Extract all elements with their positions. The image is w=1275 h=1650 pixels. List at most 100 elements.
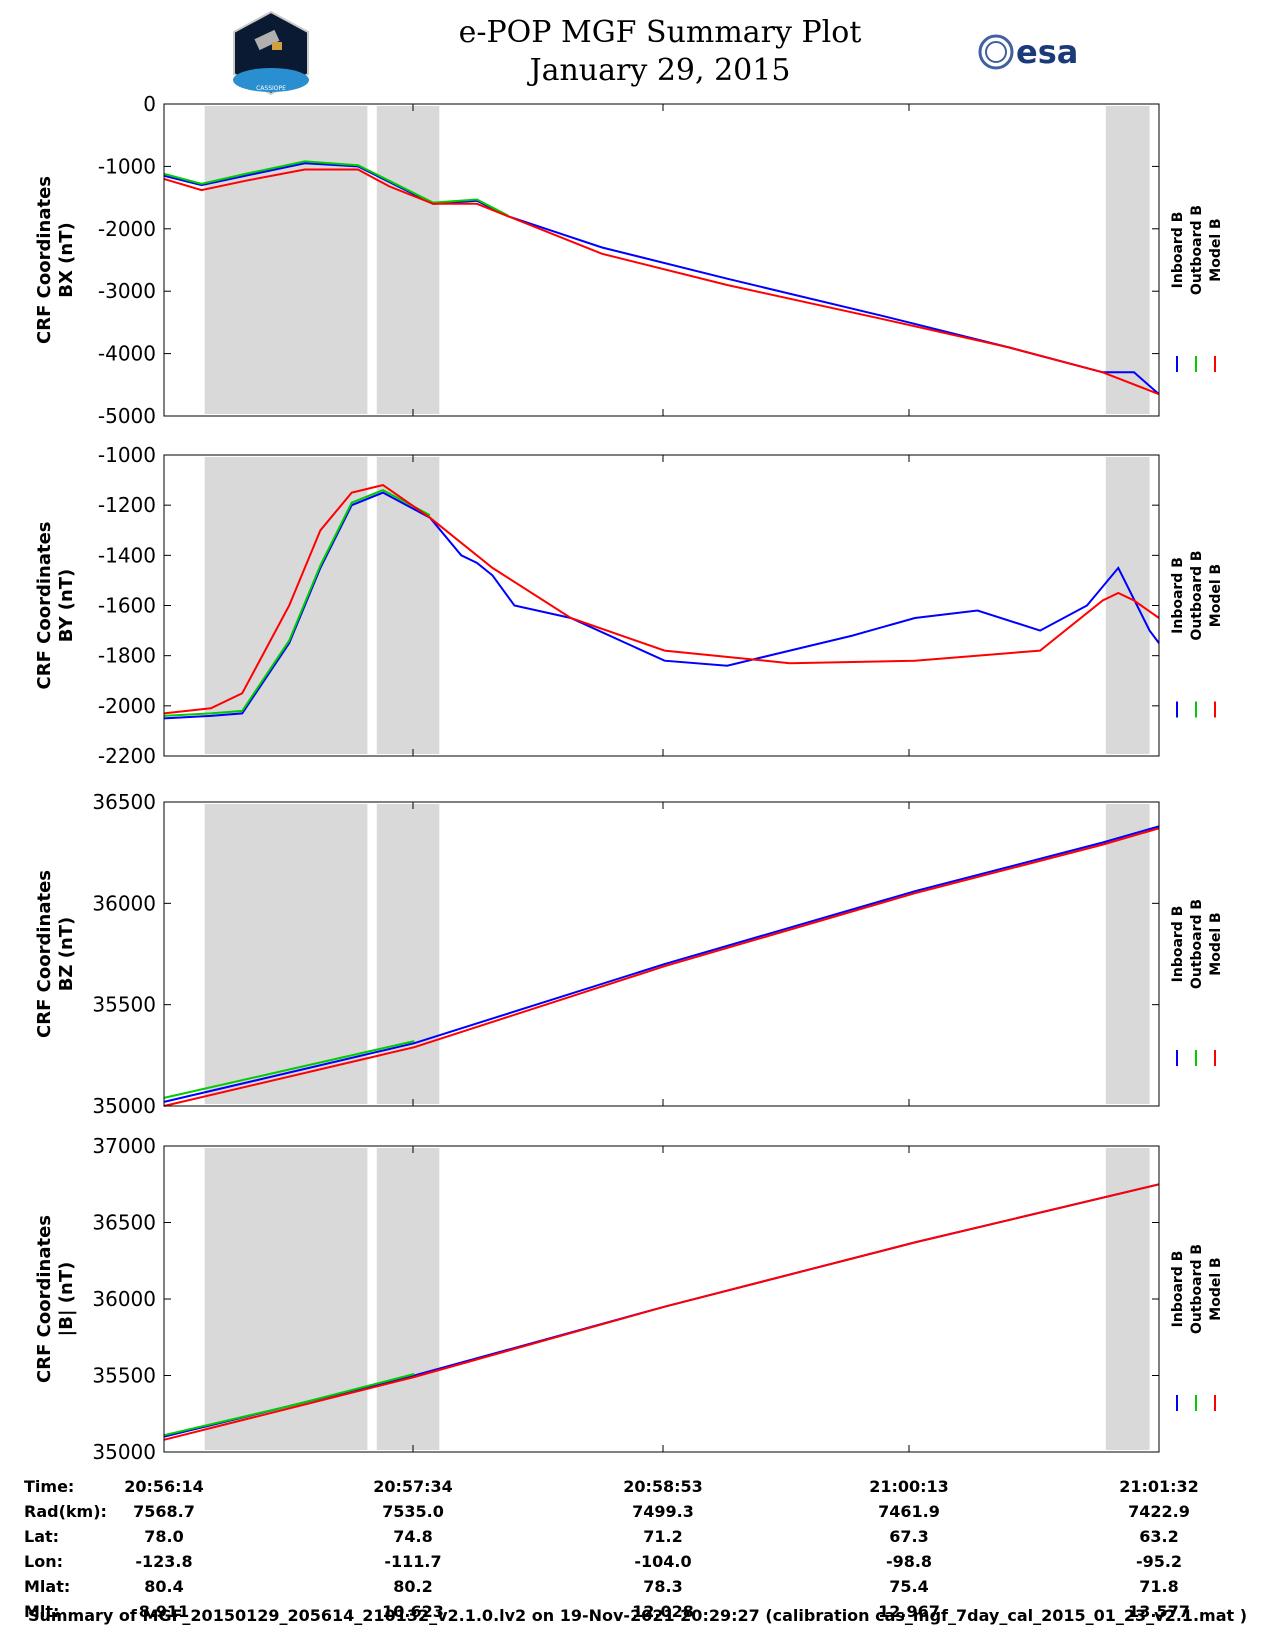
ephemeris-value: 71.2 — [643, 1527, 682, 1546]
ephemeris-value: 71.8 — [1139, 1577, 1178, 1596]
ephemeris-value: 74.8 — [393, 1527, 432, 1546]
shaded-region — [1105, 1148, 1150, 1450]
y-axis-label-line2: BX (nT) — [56, 222, 77, 297]
shaded-region — [376, 106, 440, 414]
y-tick-label: -1200 — [98, 493, 156, 517]
chart-header: e-POP MGF Summary Plot January 29, 2015 — [380, 14, 940, 90]
ephemeris-value: 67.3 — [889, 1527, 928, 1546]
ephemeris-label: Time: — [24, 1477, 74, 1496]
legend-label: Model B — [1208, 218, 1224, 281]
shaded-region — [204, 804, 368, 1104]
ephemeris-value: 12.967 — [878, 1602, 940, 1621]
ephemeris-value: 20:57:34 — [373, 1477, 453, 1496]
y-tick-label: -2000 — [98, 694, 156, 718]
legend-label: Outboard B — [1189, 550, 1205, 640]
ephemeris-value: -98.8 — [886, 1552, 932, 1571]
shaded-region — [1105, 457, 1150, 754]
series-line-model-b — [163, 1183, 1160, 1441]
y-tick-label: 36500 — [92, 1211, 156, 1235]
series-line-inboard-b — [163, 825, 1160, 1103]
ephemeris-value: 80.2 — [393, 1577, 432, 1596]
series-line-outboard-b — [163, 488, 431, 717]
y-tick-label: -1000 — [98, 154, 156, 178]
ephemeris-value: 10.623 — [382, 1602, 444, 1621]
legend-label: Inboard B — [1170, 557, 1186, 634]
ephemeris-value: 7499.3 — [632, 1502, 694, 1521]
shaded-region — [376, 804, 440, 1104]
series-line-outboard-b — [163, 160, 509, 217]
ephemeris-value: 21:01:32 — [1119, 1477, 1199, 1496]
y-axis-label-line1: CRF Coordinates — [34, 870, 55, 1038]
ephemeris-value: 21:00:13 — [869, 1477, 949, 1496]
legend-label: Inboard B — [1170, 1251, 1186, 1328]
y-axis-label-line2: BZ (nT) — [56, 917, 77, 992]
chart-title: e-POP MGF Summary Plot — [458, 15, 862, 50]
ephemeris-label: Mlat: — [24, 1577, 70, 1596]
legend-label: Model B — [1208, 564, 1224, 627]
ephemeris-label: Lon: — [24, 1552, 63, 1571]
legend-label: Model B — [1208, 912, 1224, 975]
plot-frame — [163, 103, 1160, 417]
ephemeris-value: -104.0 — [634, 1552, 691, 1571]
ephemeris-value: 13.577 — [1128, 1602, 1190, 1621]
y-axis-label-line1: CRF Coordinates — [34, 1215, 55, 1383]
legend-label: Outboard B — [1189, 205, 1205, 295]
y-tick-label: -1600 — [98, 594, 156, 618]
legend-label: Inboard B — [1170, 212, 1186, 289]
ephemeris-value: 75.4 — [889, 1577, 928, 1596]
ephemeris-value: 7461.9 — [878, 1502, 940, 1521]
legend-label: Model B — [1208, 1257, 1224, 1320]
ephemeris-label: Rad(km): — [24, 1502, 107, 1521]
panel-3: 35000 35500 36000 36500 CRF CoordinatesBZ (n… — [34, 790, 1224, 1118]
y-tick-label: 35500 — [92, 1364, 156, 1388]
ephemeris-label: Mlt: — [24, 1602, 59, 1621]
ephemeris-value: 20:58:53 — [623, 1477, 703, 1496]
y-tick-label: 36000 — [92, 1287, 156, 1311]
y-tick-label: -1800 — [98, 644, 156, 668]
y-tick-label: -2200 — [98, 744, 156, 768]
y-axis-label-line2: |B| (nT) — [56, 1262, 77, 1337]
legend-label: Outboard B — [1189, 1244, 1205, 1334]
series-line-model-b — [163, 484, 1160, 715]
ephemeris-value: 12.028 — [632, 1602, 694, 1621]
ephemeris-value: 80.4 — [144, 1577, 183, 1596]
ephemeris-value: 63.2 — [1139, 1527, 1178, 1546]
ephemeris-value: 7422.9 — [1128, 1502, 1190, 1521]
series-line-model-b — [163, 827, 1160, 1107]
ephemeris-value: 78.3 — [643, 1577, 682, 1596]
y-tick-label: 0 — [143, 92, 156, 116]
y-tick-label: -5000 — [98, 404, 156, 428]
ephemeris-value: -111.7 — [384, 1552, 441, 1571]
y-axis-label-line1: CRF Coordinates — [34, 176, 55, 344]
y-tick-label: -1000 — [98, 443, 156, 467]
panel-4: 35000 35500 36000 36500 37000 CRF Coordinates… — [34, 1134, 1224, 1464]
y-axis-label-line2: BY (nT) — [56, 569, 77, 643]
cassiope-logo: CASSIOPE — [233, 10, 309, 96]
y-tick-label: -4000 — [98, 342, 156, 366]
shaded-region — [1105, 804, 1150, 1104]
shaded-region — [376, 1148, 440, 1450]
y-axis-label: CRF CoordinatesBY (nT) — [34, 522, 77, 690]
y-axis-label: CRF CoordinatesBZ (nT) — [34, 870, 77, 1038]
ephemeris-value: 7568.7 — [133, 1502, 195, 1521]
y-tick-label: 35000 — [92, 1094, 156, 1118]
ephemeris-label: Lat: — [24, 1527, 59, 1546]
chart-date: January 29, 2015 — [529, 53, 791, 88]
ephemeris-value: -95.2 — [1136, 1552, 1182, 1571]
y-tick-label: 35500 — [92, 993, 156, 1017]
series-line-outboard-b — [163, 1373, 415, 1437]
plot-frame — [163, 801, 1160, 1107]
y-tick-label: -2000 — [98, 217, 156, 241]
footer-caption: Summary of MGF_20150129_205614_210132_v2… — [27, 1606, 1248, 1625]
panel-2: -2200 -2000 -1800 -1600 -1400 -1200 -1000 CRF C… — [34, 443, 1224, 768]
y-tick-label: 36000 — [92, 891, 156, 915]
esa-logo-text: esa — [1016, 33, 1078, 71]
panel-1: -5000 -4000 -3000 -2000 -1000 0 CRF Coordinate… — [34, 92, 1224, 428]
ephemeris-value: -123.8 — [135, 1552, 192, 1571]
shaded-region — [1105, 106, 1150, 414]
esa-logo: esa — [978, 33, 1078, 71]
y-axis-label-line1: CRF Coordinates — [34, 522, 55, 690]
y-tick-label: 37000 — [92, 1134, 156, 1158]
ephemeris-value: 78.0 — [144, 1527, 183, 1546]
